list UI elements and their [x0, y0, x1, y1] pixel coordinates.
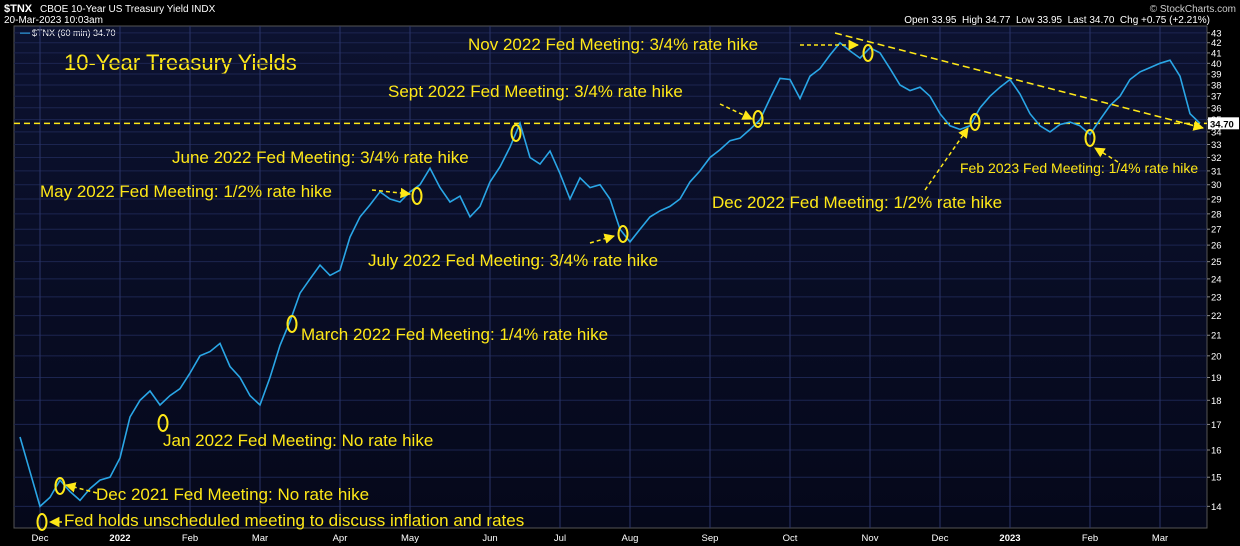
annotation: March 2022 Fed Meeting: 1/4% rate hike [301, 325, 608, 344]
y-tick-label: 29 [1211, 195, 1222, 206]
meeting-marker [752, 110, 764, 128]
date: 20-Mar-2023 10:03am [4, 15, 103, 26]
x-tick-label: 2022 [109, 533, 130, 544]
annotation: May 2022 Fed Meeting: 1/2% rate hike [40, 182, 332, 201]
y-tick-label: 24 [1211, 274, 1222, 285]
x-tick-label: Jul [554, 533, 566, 544]
meeting-marker [286, 315, 298, 333]
meeting-marker [862, 44, 874, 62]
annotations: Nov 2022 Fed Meeting: 3/4% rate hike Sept… [36, 32, 1205, 531]
y-tick-label: 27 [1211, 225, 1222, 236]
annotation: Fed holds unscheduled meeting to discuss… [64, 511, 524, 530]
x-tick-label: Mar [1152, 533, 1168, 544]
annotation-arrow [1094, 147, 1119, 163]
y-tick-label: 26 [1211, 241, 1222, 252]
last-value-label: 34.70 [1210, 119, 1234, 130]
y-tick-label: 22 [1211, 311, 1222, 322]
y-tick-label: 42 [1211, 38, 1222, 49]
x-tick-label: Dec [932, 533, 949, 544]
y-tick-label: 23 [1211, 292, 1222, 303]
instrument-name: CBOE 10-Year US Treasury Yield INDX [40, 4, 216, 15]
x-tick-label: Dec [32, 533, 49, 544]
x-tick-label: 2023 [999, 533, 1020, 544]
meeting-marker [157, 414, 169, 432]
meeting-marker [54, 477, 66, 495]
y-tick-label: 33 [1211, 140, 1222, 151]
chart-title: 10-Year Treasury Yields [64, 50, 297, 75]
x-tick-label: Oct [783, 533, 798, 544]
series-line [19, 41, 1201, 508]
meeting-marker [411, 187, 423, 205]
annotation-arrow [64, 482, 98, 494]
y-tick-label: 25 [1211, 257, 1222, 268]
y-tick-label: 31 [1211, 166, 1222, 177]
y-tick-label: 38 [1211, 80, 1222, 91]
meeting-marker [617, 225, 629, 243]
x-tick-label: Feb [1082, 533, 1098, 544]
meeting-marker [36, 513, 48, 531]
marks: 34.70 [14, 41, 1239, 508]
y-tick-label: 14 [1211, 502, 1222, 513]
annotation-arrow [719, 103, 753, 120]
x-tick-label: Aug [622, 533, 639, 544]
y-tick-label: 15 [1211, 473, 1222, 484]
meeting-marker [510, 124, 522, 142]
plot-area [13, 25, 1208, 529]
annotation: Sept 2022 Fed Meeting: 3/4% rate hike [388, 82, 683, 101]
meeting-marker [969, 113, 981, 131]
meeting-marker [1084, 129, 1096, 147]
y-tick-label: 21 [1211, 331, 1222, 342]
x-tick-label: May [401, 533, 419, 544]
annotation: July 2022 Fed Meeting: 3/4% rate hike [368, 251, 658, 270]
annotation: Dec 2021 Fed Meeting: No rate hike [96, 485, 369, 504]
annotation-arrow [924, 127, 969, 191]
x-tick-label: Jun [482, 533, 497, 544]
y-tick-label: 17 [1211, 420, 1222, 431]
annotation: June 2022 Fed Meeting: 3/4% rate hike [172, 148, 469, 167]
grid: 14 15 16 17 18 19 20 21 22 23 24 25 26 27 28 29 30 31 32 33… [14, 26, 1222, 544]
trend-line [834, 32, 1205, 131]
y-tick-label: 30 [1211, 180, 1222, 191]
y-tick-label: 34 [1211, 127, 1222, 138]
annotation-arrow [371, 187, 412, 199]
y-tick-label: 19 [1211, 373, 1222, 384]
x-tick-label: Feb [182, 533, 198, 544]
annotation: Feb 2023 Fed Meeting: 1/4% rate hike [960, 160, 1198, 176]
symbol: $TNX [4, 3, 33, 15]
x-tick-label: Nov [862, 533, 879, 544]
y-tick-label: 40 [1211, 59, 1222, 70]
y-tick-label: 43 [1211, 28, 1222, 39]
last-value-box [1208, 117, 1239, 130]
y-tick-label: 16 [1211, 446, 1222, 457]
y-tick-label: 28 [1211, 209, 1222, 220]
y-tick-label: 18 [1211, 396, 1222, 407]
y-tick-label: 41 [1211, 48, 1222, 59]
y-tick-label: 36 [1211, 103, 1222, 114]
x-tick-label: Apr [333, 533, 348, 544]
annotation: Dec 2022 Fed Meeting: 1/2% rate hike [712, 193, 1002, 212]
y-tick-label: 39 [1211, 70, 1222, 81]
x-tick-label: Mar [252, 533, 268, 544]
x-tick-label: Sep [702, 533, 719, 544]
quote: Open 33.95 High 34.77 Low 33.95 Last 34.… [904, 15, 1210, 26]
copyright: © StockCharts.com [1150, 4, 1236, 15]
y-tick-label: 32 [1211, 153, 1222, 164]
y-tick-label: 37 [1211, 92, 1222, 103]
y-tick-label: 20 [1211, 351, 1222, 362]
annotation: Jan 2022 Fed Meeting: No rate hike [163, 431, 433, 450]
annotation: Nov 2022 Fed Meeting: 3/4% rate hike [468, 35, 758, 54]
